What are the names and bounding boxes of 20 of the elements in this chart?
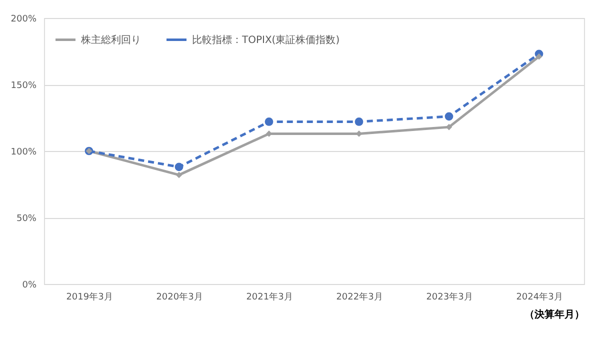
x-tick-label: 2024年3月	[516, 292, 563, 302]
legend-label: 比較指標：TOPIX(東証株価指数)	[192, 34, 340, 46]
y-tick-label: 100%	[10, 148, 37, 158]
x-tick-label: 2021年3月	[246, 292, 293, 302]
point	[174, 162, 184, 172]
x-axis-title: （決算年月）	[524, 308, 584, 320]
point	[536, 53, 542, 60]
y-tick-label: 50%	[16, 214, 37, 224]
point	[354, 118, 364, 126]
x-tick-label: 2022年3月	[336, 292, 383, 302]
x-tick-label: 2019年3月	[66, 292, 113, 302]
point	[444, 112, 454, 121]
point	[176, 172, 182, 178]
point	[264, 118, 274, 126]
y-tick-label: 200%	[10, 14, 37, 24]
legend-label: 株主総利回り	[80, 34, 141, 46]
y-tick-label: 0%	[22, 280, 37, 290]
x-tick-label: 2023年3月	[426, 292, 473, 302]
y-tick-label: 150%	[10, 81, 37, 91]
x-tick-label: 2020年3月	[156, 292, 203, 302]
